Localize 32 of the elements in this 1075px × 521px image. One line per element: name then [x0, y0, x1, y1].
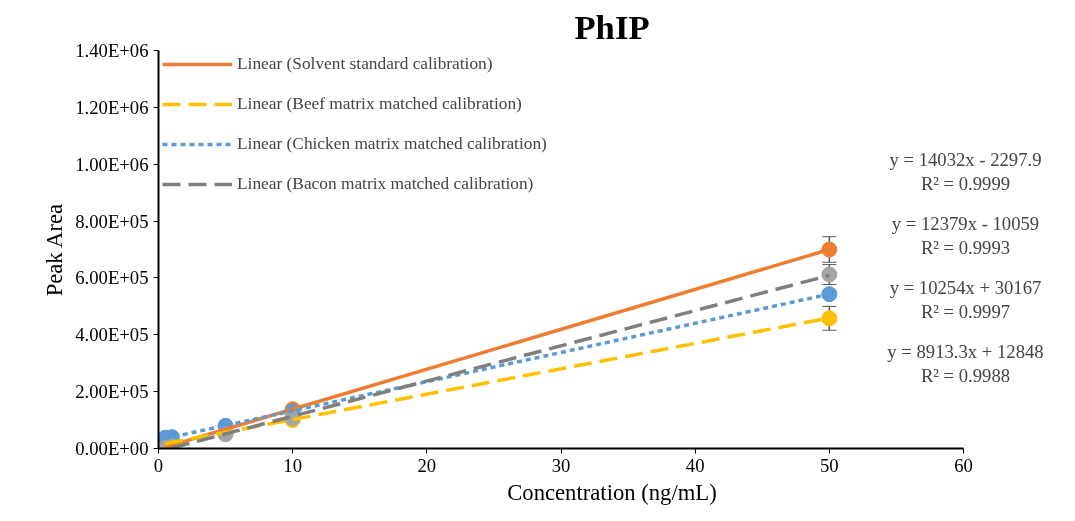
annotation: y = 12379x - 10059 — [891, 212, 1040, 234]
y-tick-label: 1.40E+06 — [75, 40, 149, 61]
x-tick-label: 0 — [153, 454, 164, 476]
y-tick-label: 4.00E+05 — [75, 324, 149, 346]
legend-label: Linear (Beef matrix matched calibration) — [237, 94, 522, 114]
annotation: R² = 0.9993 — [920, 236, 1011, 258]
x-tick-label: 30 — [551, 454, 571, 476]
legend-label: Linear (Solvent standard calibration) — [237, 54, 493, 74]
y-tick-label: 1.20E+06 — [75, 96, 149, 118]
annotation: R² = 0.9988 — [920, 364, 1011, 386]
annotation: y = 10254x + 30167 — [889, 276, 1042, 298]
annotation: R² = 0.9997 — [920, 300, 1011, 322]
point — [821, 286, 838, 303]
x-tick-label: 50 — [820, 454, 839, 476]
annotation: y = 14032x - 2297.9 — [889, 148, 1042, 170]
y-tick-label: 1.00E+06 — [75, 153, 149, 175]
chart-title: PhIP — [574, 7, 650, 46]
y-tick-label: 8.00E+05 — [75, 210, 149, 232]
annotation: R² = 0.9999 — [920, 172, 1011, 194]
y-tick-label: 2.00E+05 — [75, 381, 149, 403]
x-tick-label: 40 — [685, 454, 705, 476]
legend-label: Linear (Chicken matrix matched calibration) — [237, 134, 547, 154]
point — [821, 310, 838, 327]
annotation: y = 8913.3x + 12848 — [887, 340, 1044, 362]
x-tick-label: 60 — [954, 454, 973, 476]
legend-label: Linear (Bacon matrix matched calibration) — [237, 174, 534, 194]
x-tick-label: 10 — [283, 454, 302, 476]
y-tick-label: 0.00E+00 — [75, 438, 149, 459]
x-axis-title: Concentration (ng/mL) — [507, 479, 717, 505]
y-axis-title: Peak Area — [42, 203, 68, 297]
x-tick-label: 20 — [417, 454, 437, 476]
y-tick-label: 6.00E+05 — [75, 267, 149, 289]
